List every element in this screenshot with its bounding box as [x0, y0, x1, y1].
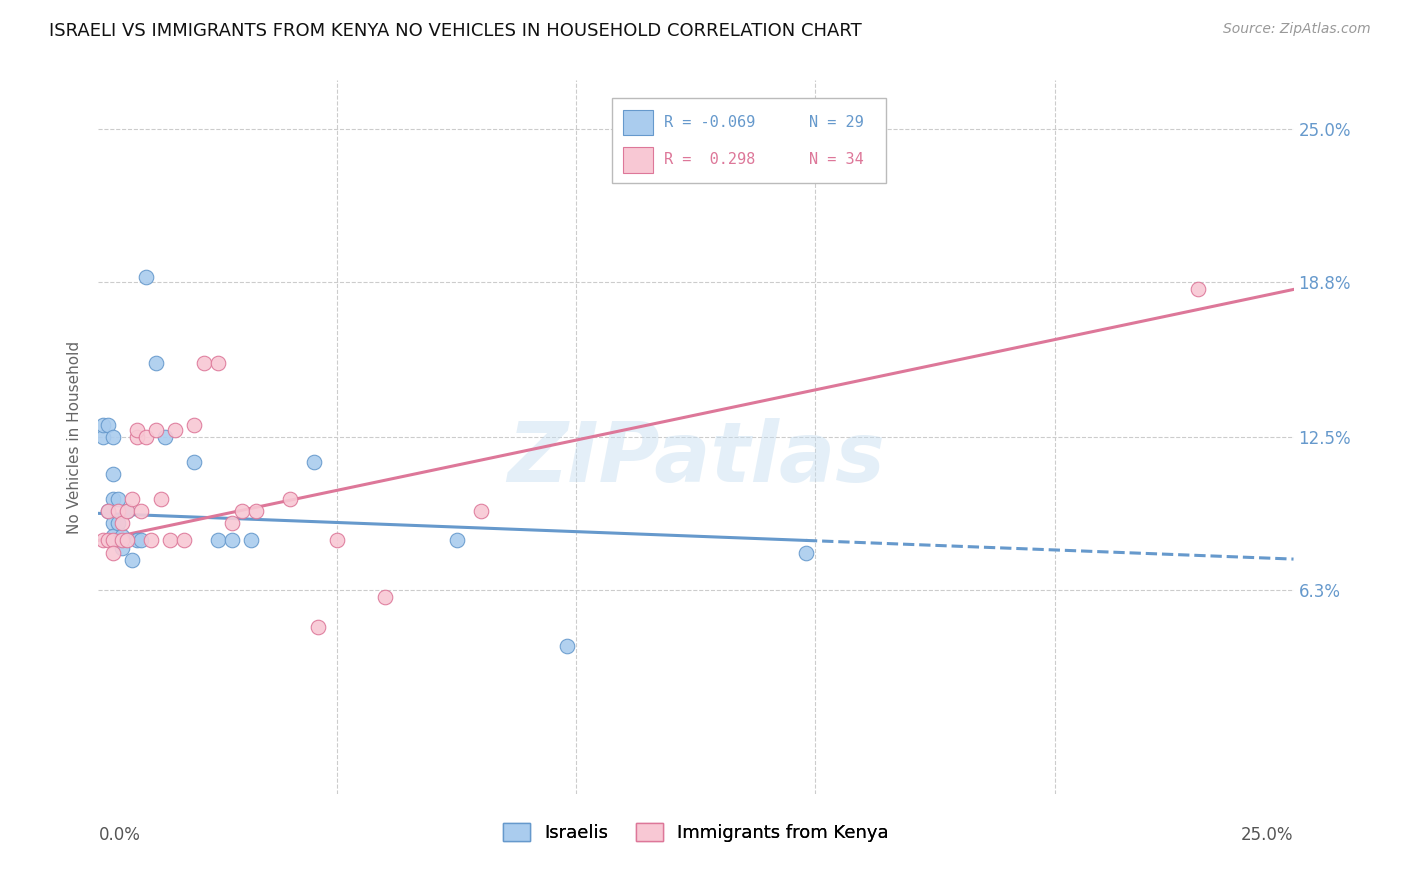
- Point: [91, 533, 114, 548]
- Point: [173, 533, 195, 548]
- Point: [221, 516, 243, 531]
- Point: [278, 491, 301, 506]
- Text: R = -0.069: R = -0.069: [664, 115, 755, 130]
- Point: [97, 504, 120, 518]
- Point: [115, 504, 138, 518]
- Point: [101, 533, 124, 548]
- Point: [446, 533, 468, 548]
- Point: [125, 430, 148, 444]
- Text: N = 34: N = 34: [808, 153, 863, 168]
- Point: [135, 430, 157, 444]
- Point: [555, 639, 578, 653]
- Point: [101, 491, 124, 506]
- Point: [193, 356, 215, 370]
- Point: [125, 423, 148, 437]
- Text: Source: ZipAtlas.com: Source: ZipAtlas.com: [1223, 22, 1371, 37]
- Point: [470, 504, 492, 518]
- Point: [245, 504, 267, 518]
- Point: [125, 533, 148, 548]
- Point: [307, 619, 329, 633]
- Point: [107, 533, 129, 548]
- Point: [111, 533, 134, 548]
- Point: [107, 516, 129, 531]
- Bar: [623, 147, 652, 173]
- Point: [121, 491, 143, 506]
- Point: [159, 533, 181, 548]
- Point: [121, 553, 143, 567]
- Y-axis label: No Vehicles in Household: No Vehicles in Household: [67, 341, 83, 533]
- Text: N = 29: N = 29: [808, 115, 863, 130]
- Point: [183, 455, 205, 469]
- Point: [155, 430, 177, 444]
- FancyBboxPatch shape: [612, 98, 886, 183]
- Point: [101, 467, 124, 481]
- Point: [115, 504, 138, 518]
- Text: ZIPatlas: ZIPatlas: [508, 418, 884, 499]
- Point: [97, 417, 120, 432]
- Point: [101, 546, 124, 560]
- Text: R =  0.298: R = 0.298: [664, 153, 755, 168]
- Point: [91, 430, 114, 444]
- Point: [91, 417, 114, 432]
- Point: [302, 455, 325, 469]
- Point: [207, 356, 229, 370]
- Point: [131, 533, 153, 548]
- Point: [183, 417, 205, 432]
- Point: [131, 504, 153, 518]
- Point: [207, 533, 229, 548]
- Text: ISRAELI VS IMMIGRANTS FROM KENYA NO VEHICLES IN HOUSEHOLD CORRELATION CHART: ISRAELI VS IMMIGRANTS FROM KENYA NO VEHI…: [49, 22, 862, 40]
- Point: [107, 504, 129, 518]
- Legend: Israelis, Immigrants from Kenya: Israelis, Immigrants from Kenya: [496, 815, 896, 849]
- Point: [101, 528, 124, 542]
- Point: [145, 423, 167, 437]
- Point: [1187, 282, 1209, 296]
- Point: [794, 546, 817, 560]
- Text: 0.0%: 0.0%: [98, 826, 141, 844]
- Point: [374, 590, 396, 604]
- Point: [111, 541, 134, 555]
- Text: 25.0%: 25.0%: [1241, 826, 1294, 844]
- Point: [107, 491, 129, 506]
- Point: [149, 491, 172, 506]
- Point: [145, 356, 167, 370]
- Point: [97, 504, 120, 518]
- Point: [115, 533, 138, 548]
- Point: [221, 533, 243, 548]
- Point: [101, 430, 124, 444]
- Point: [111, 528, 134, 542]
- Point: [163, 423, 186, 437]
- Point: [135, 270, 157, 285]
- Point: [111, 516, 134, 531]
- Point: [139, 533, 162, 548]
- Point: [326, 533, 349, 548]
- Point: [828, 135, 851, 149]
- Bar: [623, 110, 652, 136]
- Point: [240, 533, 263, 548]
- Point: [101, 516, 124, 531]
- Point: [97, 533, 120, 548]
- Point: [231, 504, 253, 518]
